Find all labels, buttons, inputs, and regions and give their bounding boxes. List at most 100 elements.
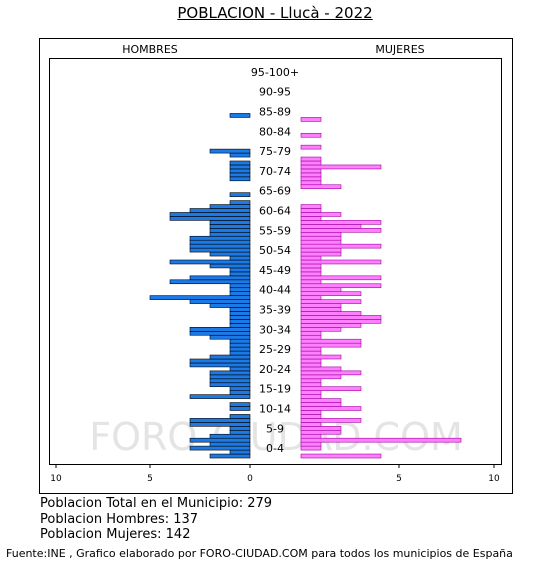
bar-women-age-31 bbox=[300, 330, 322, 336]
bar-men-age-60 bbox=[169, 216, 251, 221]
bar-women-age-20 bbox=[300, 374, 342, 380]
bar-women-age-62 bbox=[300, 208, 322, 213]
x-tick-label: 10 bbox=[488, 474, 500, 484]
bar-women-age-4 bbox=[300, 437, 462, 443]
bar-women-age-36 bbox=[300, 311, 362, 316]
bar-men-age-36 bbox=[229, 311, 251, 316]
bar-women-age-71 bbox=[300, 172, 322, 178]
bar-women-age-53 bbox=[300, 243, 382, 249]
bar-women-age-74 bbox=[300, 160, 322, 166]
bar-men-age-7 bbox=[229, 426, 251, 431]
bar-men-age-33 bbox=[229, 323, 251, 328]
bar-men-age-25 bbox=[209, 354, 251, 360]
bar-men-age-10 bbox=[229, 414, 251, 419]
bar-men-age-29 bbox=[229, 338, 251, 344]
bar-women-age-70 bbox=[300, 176, 322, 182]
bar-women-age-38 bbox=[300, 303, 342, 308]
bar-men-age-71 bbox=[229, 172, 251, 178]
bar-women-age-40 bbox=[300, 295, 322, 300]
age-group-label: 70-74 bbox=[259, 165, 291, 178]
bar-women-age-16 bbox=[300, 390, 322, 395]
bar-men-age-34 bbox=[229, 319, 251, 324]
age-group-label: 55-59 bbox=[259, 224, 291, 237]
bar-men-age-30 bbox=[209, 334, 251, 340]
age-group-label: 40-44 bbox=[259, 284, 291, 297]
bar-men-age-77 bbox=[209, 148, 251, 154]
bar-men-age-54 bbox=[189, 239, 251, 245]
bar-women-age-48 bbox=[300, 263, 322, 269]
bar-men-age-56 bbox=[209, 231, 251, 237]
bar-women-age-58 bbox=[300, 224, 362, 229]
bar-women-age-2 bbox=[300, 445, 322, 451]
x-tick-label: 10 bbox=[50, 474, 62, 484]
bar-women-age-29 bbox=[300, 338, 362, 344]
bar-men-age-24 bbox=[189, 358, 251, 364]
bar-women-age-41 bbox=[300, 291, 362, 296]
bar-men-age-86 bbox=[229, 113, 251, 118]
age-group-label: 30-34 bbox=[259, 323, 291, 336]
age-group-label: 65-69 bbox=[259, 185, 291, 198]
bar-men-age-62 bbox=[189, 208, 251, 213]
bar-women-age-56 bbox=[300, 231, 342, 237]
age-group-label: 95-100+ bbox=[251, 66, 299, 79]
bar-men-age-2 bbox=[189, 445, 251, 451]
bar-men-age-58 bbox=[209, 224, 251, 229]
bar-women-age-27 bbox=[300, 346, 322, 352]
bar-women-age-30 bbox=[300, 334, 322, 340]
bar-men-age-3 bbox=[209, 441, 251, 447]
bar-men-age-18 bbox=[209, 382, 251, 388]
women-header: MUJERES bbox=[375, 43, 424, 56]
bar-men-age-48 bbox=[209, 263, 251, 269]
bar-women-age-6 bbox=[300, 429, 342, 435]
bar-men-age-51 bbox=[209, 251, 251, 257]
age-group-label: 5-9 bbox=[266, 422, 284, 435]
age-group-label: 15-19 bbox=[259, 383, 291, 396]
bar-women-age-8 bbox=[300, 422, 322, 427]
bar-women-age-24 bbox=[300, 358, 322, 364]
x-tick-label: 5 bbox=[396, 474, 402, 484]
bar-men-age-41 bbox=[229, 291, 251, 296]
bar-men-age-27 bbox=[229, 346, 251, 352]
bar-men-age-19 bbox=[209, 378, 251, 384]
bar-women-age-63 bbox=[300, 204, 322, 209]
bar-men-age-20 bbox=[209, 374, 251, 380]
bar-men-age-52 bbox=[189, 247, 251, 253]
bar-men-age-5 bbox=[209, 433, 251, 439]
bar-women-age-61 bbox=[300, 212, 342, 217]
source-note: Fuente:INE , Grafico elaborado por FORO-… bbox=[6, 547, 513, 560]
bar-women-age-0 bbox=[300, 453, 382, 459]
age-group-label: 45-49 bbox=[259, 264, 291, 277]
bar-women-age-54 bbox=[300, 239, 342, 245]
x-tick-label: 5 bbox=[147, 474, 153, 484]
bar-men-age-32 bbox=[189, 327, 251, 332]
bar-men-age-73 bbox=[229, 164, 251, 170]
bar-women-age-21 bbox=[300, 370, 362, 376]
bar-women-age-34 bbox=[300, 319, 382, 324]
bar-men-age-22 bbox=[229, 366, 251, 372]
stat-women: Poblacion Mujeres: 142 bbox=[40, 527, 191, 542]
bar-women-age-45 bbox=[300, 275, 382, 281]
age-group-label: 25-29 bbox=[259, 343, 291, 356]
bar-men-age-9 bbox=[189, 418, 251, 423]
bar-women-age-55 bbox=[300, 235, 342, 241]
bar-women-age-46 bbox=[300, 271, 322, 277]
bar-women-age-39 bbox=[300, 299, 362, 304]
bar-women-age-44 bbox=[300, 279, 322, 285]
bar-women-age-22 bbox=[300, 366, 342, 372]
bar-men-age-46 bbox=[229, 271, 251, 277]
bar-women-age-81 bbox=[300, 132, 322, 138]
bar-men-age-1 bbox=[229, 449, 251, 455]
bar-men-age-42 bbox=[229, 287, 251, 292]
bar-men-age-23 bbox=[189, 362, 251, 368]
age-group-label: 50-54 bbox=[259, 244, 291, 257]
bar-men-age-21 bbox=[209, 370, 251, 376]
bar-men-age-31 bbox=[189, 330, 251, 336]
age-group-label: 85-89 bbox=[259, 106, 291, 119]
stat-men: Poblacion Hombres: 137 bbox=[40, 512, 199, 527]
bar-men-age-76 bbox=[229, 152, 251, 158]
bar-men-age-15 bbox=[189, 394, 251, 399]
bar-men-age-35 bbox=[229, 315, 251, 320]
bar-women-age-12 bbox=[300, 406, 362, 411]
bar-men-age-28 bbox=[229, 342, 251, 348]
